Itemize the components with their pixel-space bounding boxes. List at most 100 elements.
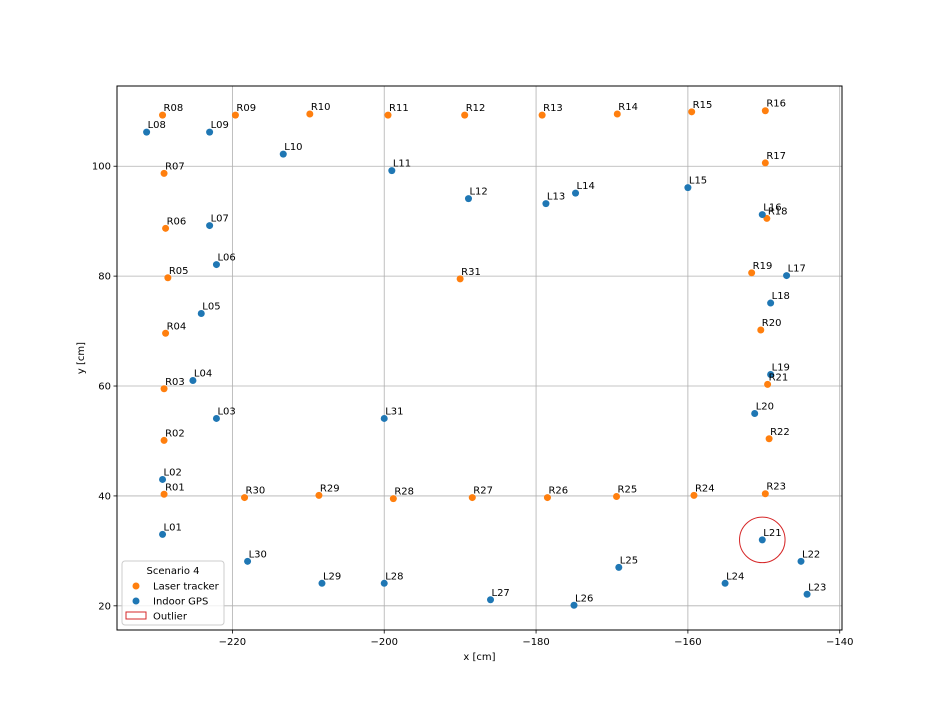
outlier-circle-l21 [739,516,786,564]
point-label-r06: R06 [167,216,187,227]
point-labels: R01 R02 R03 R04 R05 R06 R07 R08 R09 R10 R11 R12 R13 R… [148,99,827,605]
point-label-r21: R21 [769,372,789,383]
point-label-r30: R30 [246,486,266,497]
point-label-l20: L20 [756,401,774,412]
indoor-gps-point-l09 [206,128,214,136]
indoor-gps-point-l15 [684,184,692,192]
laser-tracker-point-r11 [384,111,392,119]
point-label-r07: R07 [165,161,185,172]
indoor-gps-point-l29 [318,579,326,587]
laser-tracker-point-r24 [690,491,698,499]
laser-tracker-point-r06 [162,224,170,232]
indoor-gps-point-l25 [615,563,623,571]
point-label-r25: R25 [618,484,638,495]
laser-tracker-point-r13 [538,111,546,119]
indoor-gps-point-l10 [279,150,287,158]
point-label-r09: R09 [236,103,256,114]
point-label-l28: L28 [385,571,403,582]
point-label-r11: R11 [389,103,409,114]
point-label-r14: R14 [618,102,638,113]
legend-title: Scenario 4 [146,566,199,577]
point-label-l17: L17 [788,264,806,275]
y-tick-label: 40 [98,491,111,502]
point-label-r10: R10 [311,102,331,113]
y-tick-label: 60 [98,382,111,393]
indoor-gps-point-l13 [542,200,550,208]
legend: Scenario 4 Laser tracker Indoor GPS Outl… [121,560,225,626]
indoor-gps-point-l17 [783,272,791,280]
point-label-r22: R22 [770,427,790,438]
point-label-l19: L19 [772,362,790,373]
laser-tracker-point-r16 [761,107,769,115]
point-label-r29: R29 [320,483,340,494]
laser-tracker-point-r10 [306,110,314,118]
indoor-gps-point-l19 [767,370,775,378]
indoor-gps-point-l21 [758,536,766,544]
indoor-gps-point-l04 [189,377,197,385]
point-label-r16: R16 [766,99,786,110]
indoor-gps-point-l30 [244,557,252,565]
point-label-l06: L06 [217,253,235,264]
point-label-r13: R13 [543,103,563,114]
laser-tracker-point-r01 [160,490,168,498]
indoor-gps-point-l24 [721,579,729,587]
point-label-r03: R03 [165,377,185,388]
point-label-l01: L01 [164,522,182,533]
laser-tracker-point-r27 [468,494,476,502]
point-label-l11: L11 [393,159,411,170]
legend-label-laser-tracker: Laser tracker [153,582,220,593]
point-label-l07: L07 [211,214,229,225]
point-label-l18: L18 [772,291,790,302]
laser-tracker-point-r20 [757,326,765,334]
point-label-l05: L05 [202,301,220,312]
laser-tracker-point-r31 [456,275,464,283]
indoor-gps-point-l26 [570,601,578,609]
legend-marker-outlier [125,611,147,620]
point-label-l27: L27 [492,588,510,599]
point-label-l31: L31 [385,406,403,417]
point-label-l03: L03 [217,406,235,417]
point-label-l08: L08 [148,120,166,131]
point-label-r23: R23 [766,482,786,493]
indoor-gps-point-l31 [380,414,388,422]
point-label-l02: L02 [164,467,182,478]
outlier-markers [739,516,786,564]
laser-tracker-point-r05 [164,274,172,282]
x-tick-label: −160 [674,637,701,648]
y-tick-label: 100 [92,162,111,173]
laser-tracker-point-r25 [613,492,621,500]
laser-tracker-point-r21 [764,380,772,388]
point-label-r08: R08 [164,103,184,114]
point-label-l25: L25 [620,555,638,566]
x-tick-label: −200 [370,637,397,648]
point-label-r01: R01 [165,482,185,493]
laser-tracker-point-r19 [748,269,756,277]
indoor-gps-point-l02 [159,475,167,483]
laser-tracker-point-r14 [613,110,621,118]
point-label-r28: R28 [394,487,414,498]
point-label-l04: L04 [194,369,212,380]
legend-marker-indoor-gps [132,597,140,605]
point-label-l21: L21 [763,528,781,539]
laser-tracker-point-r02 [160,436,168,444]
y-axis-label: y [cm] [76,342,87,374]
point-label-r17: R17 [766,151,786,162]
indoor-gps-point-l11 [388,167,396,175]
indoor-gps-point-l27 [487,596,495,604]
point-label-r12: R12 [466,103,486,114]
point-label-l10: L10 [284,142,302,153]
point-label-l09: L09 [211,120,229,131]
x-tick-label: −140 [826,637,853,648]
legend-marker-laser-tracker [132,582,140,590]
indoor-gps-point-l28 [380,579,388,587]
laser-tracker-point-r30 [241,494,249,502]
point-label-l13: L13 [547,192,565,203]
point-label-r05: R05 [169,266,189,277]
laser-tracker-point-r28 [389,495,397,503]
point-label-l23: L23 [808,582,826,593]
indoor-gps-point-l22 [797,557,805,565]
x-tick-label: −180 [522,637,549,648]
legend-label-outlier: Outlier [153,612,188,623]
laser-tracker-point-r08 [159,111,167,119]
